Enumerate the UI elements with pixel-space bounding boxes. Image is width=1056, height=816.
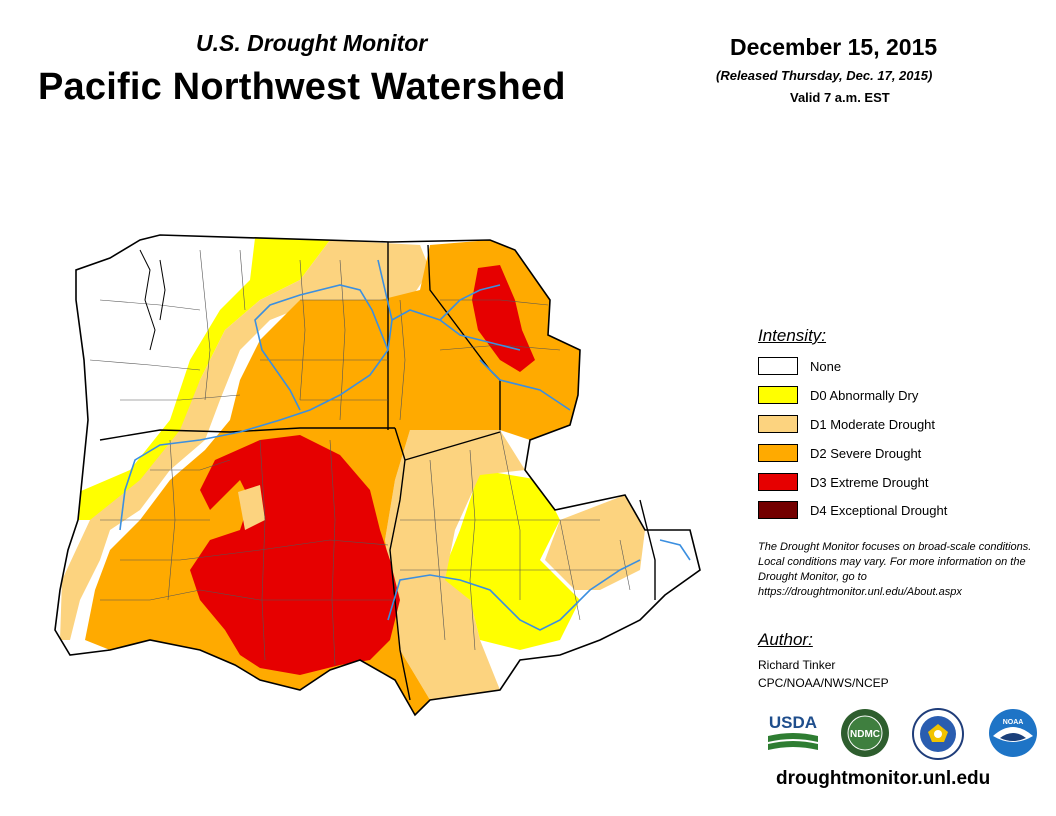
- puget-sound: [139, 249, 166, 351]
- legend-item-d2: D2 Severe Drought: [758, 443, 921, 463]
- legend-item-none: None: [758, 356, 841, 376]
- legend-swatch: [758, 415, 798, 433]
- d1-pocket: [238, 485, 265, 530]
- map-date: December 15, 2015: [730, 34, 938, 60]
- usda-logo-icon: USDA: [768, 713, 818, 750]
- legend-label: D2 Severe Drought: [810, 445, 922, 461]
- author-org: CPC/NOAA/NWS/NCEP: [758, 676, 889, 690]
- legend-label: D1 Moderate Drought: [810, 416, 936, 432]
- author-name: Richard Tinker: [758, 658, 836, 672]
- svg-text:NOAA: NOAA: [1003, 719, 1024, 726]
- state-boundaries: [99, 242, 656, 701]
- legend-title: Intensity:: [758, 326, 827, 345]
- valid-time: Valid 7 a.m. EST: [790, 90, 890, 105]
- noaa-logo-icon: NOAA: [989, 709, 1037, 757]
- legend-swatch: [758, 444, 798, 462]
- d0-area-east: [440, 470, 580, 650]
- legend-swatch: [758, 357, 798, 375]
- d3-area: [190, 435, 400, 675]
- legend-item-d4: D4 Exceptional Drought: [758, 500, 947, 520]
- legend-label: D0 Abnormally Dry: [810, 387, 919, 403]
- legend-item-d1: D1 Moderate Drought: [758, 414, 935, 434]
- commerce-seal-icon: [912, 708, 964, 760]
- drought-map: [54, 234, 701, 717]
- legend-label: D4 Exceptional Drought: [810, 502, 948, 518]
- svg-text:NDMC: NDMC: [850, 729, 880, 740]
- legend-swatch: [758, 386, 798, 404]
- legend-swatch: [758, 501, 798, 519]
- region-outline: [54, 234, 701, 717]
- legend-swatch: [758, 473, 798, 491]
- legend-item-d3: D3 Extreme Drought: [758, 472, 929, 492]
- author-heading: Author:: [758, 630, 813, 649]
- d1-area-east: [385, 430, 525, 700]
- legend-label: None: [810, 358, 842, 374]
- rivers: [119, 259, 691, 631]
- d1-area: [60, 240, 430, 640]
- map-subtitle: U.S. Drought Monitor: [196, 30, 428, 56]
- legend-item-d0: D0 Abnormally Dry: [758, 385, 918, 405]
- svg-text:USDA: USDA: [769, 713, 817, 732]
- d1-area-se: [545, 495, 645, 590]
- release-date: (Released Thursday, Dec. 17, 2015): [716, 68, 933, 83]
- ndmc-logo-icon: NDMC: [841, 709, 889, 757]
- legend-label: D3 Extreme Drought: [810, 474, 929, 490]
- map-title: Pacific Northwest Watershed: [38, 66, 566, 108]
- d0-area: [60, 238, 330, 520]
- disclaimer-note: The Drought Monitor focuses on broad-sca…: [758, 541, 1032, 598]
- site-url[interactable]: droughtmonitor.unl.edu: [776, 768, 991, 789]
- d3-area-north: [472, 265, 535, 372]
